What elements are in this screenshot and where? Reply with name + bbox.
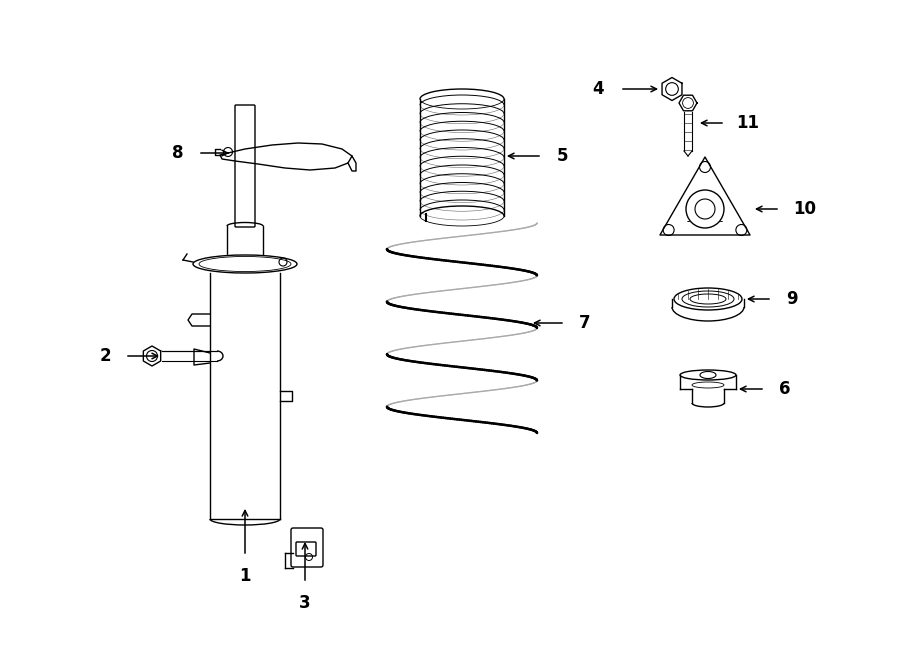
Text: 10: 10 bbox=[794, 200, 816, 218]
Text: 5: 5 bbox=[556, 147, 568, 165]
Text: 2: 2 bbox=[99, 347, 111, 365]
FancyBboxPatch shape bbox=[296, 542, 316, 556]
Ellipse shape bbox=[193, 255, 297, 273]
Circle shape bbox=[686, 190, 724, 228]
Text: 1: 1 bbox=[239, 567, 251, 585]
Text: 9: 9 bbox=[787, 290, 797, 308]
Text: 6: 6 bbox=[779, 380, 791, 398]
Text: 11: 11 bbox=[736, 114, 760, 132]
Text: 8: 8 bbox=[172, 144, 184, 162]
FancyBboxPatch shape bbox=[291, 528, 323, 567]
Text: 7: 7 bbox=[580, 314, 590, 332]
Ellipse shape bbox=[674, 288, 742, 310]
Text: 3: 3 bbox=[299, 594, 310, 612]
FancyBboxPatch shape bbox=[235, 105, 255, 227]
Text: 4: 4 bbox=[592, 80, 604, 98]
